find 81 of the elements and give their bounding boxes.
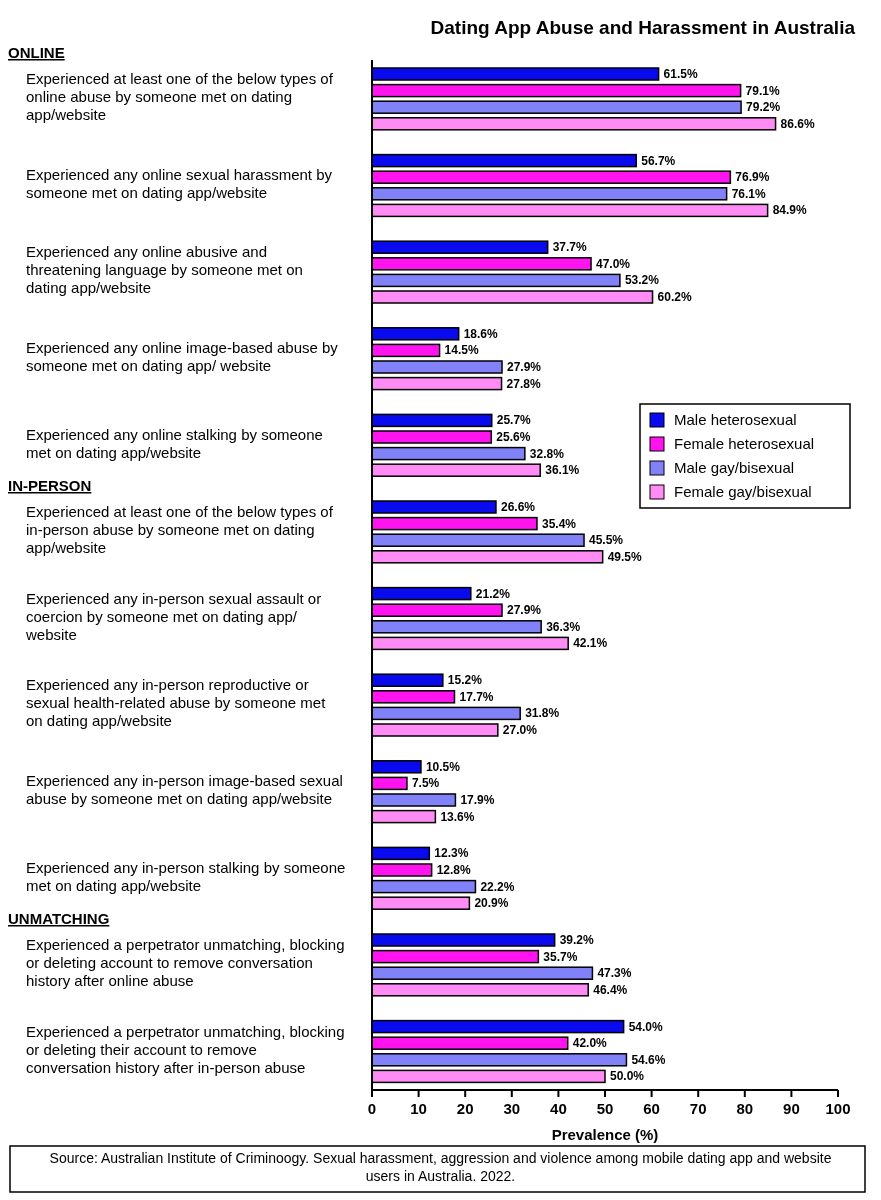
legend-label: Male heterosexual — [674, 411, 797, 428]
data-label: 35.4% — [541, 516, 577, 531]
data-label: 37.7% — [552, 240, 588, 255]
text: ONLINE — [8, 44, 65, 61]
legend-label: Male gay/bisexual — [674, 459, 795, 476]
data-label: 36.3% — [546, 619, 581, 634]
data-label: 22.2% — [480, 879, 515, 894]
data-label: 61.5% — [663, 67, 698, 81]
y-tick-label: Experienced any in-person stalking by someone met on dating app/website — [26, 858, 346, 894]
data-label: 31.8% — [525, 706, 560, 721]
data-label: 76.1% — [731, 186, 766, 201]
data-label: 47.3% — [597, 966, 632, 981]
x-axis-title: Prevalence (%) — [551, 1126, 659, 1143]
text: UNMATCHING — [8, 910, 110, 927]
x-tick-label: 0 — [367, 1100, 377, 1117]
data-label: 25.7% — [496, 413, 532, 428]
y-tick-label: Experienced at least one of the below types of in-person abuse by someone met on dating app/website — [26, 503, 334, 557]
data-label: 86.6% — [780, 116, 815, 131]
data-label: 27.8% — [506, 376, 541, 391]
data-label: 7.5% — [411, 776, 440, 791]
chart-title: Dating App Abuse and Harassment in Australia — [430, 17, 856, 38]
y-tick-label: Experienced any in-person reproductive or sexual health-related abuse by someone met on dating app/website — [26, 676, 327, 730]
data-label: 10.5% — [425, 759, 461, 774]
data-label: 14.5% — [444, 343, 479, 358]
data-label: 54.6% — [631, 1052, 666, 1067]
data-label: 17.7% — [459, 689, 494, 704]
data-label: 15.2% — [447, 673, 483, 688]
data-label: 76.9% — [735, 170, 770, 185]
y-tick-label: Experienced any in-person image-based sexual abuse by someone met on dating app/website — [26, 772, 343, 807]
data-label: 60.2% — [657, 290, 692, 304]
y-tick-label: Experienced any in-person sexual assault or coercion by someone met on dating app/ website — [25, 589, 322, 643]
data-label: 18.6% — [463, 326, 499, 341]
data-label: 50.0% — [610, 1069, 645, 1084]
data-label: 42.1% — [573, 636, 608, 651]
y-tick-label: Experienced any online abusive and threatening language by someone met on dating app/website — [26, 243, 303, 297]
data-label: 17.9% — [460, 793, 495, 807]
x-tick-label: 40 — [550, 1100, 567, 1117]
x-tick-label: 20 — [456, 1100, 474, 1117]
data-label: 32.8% — [529, 446, 565, 461]
y-tick-label: Experienced a perpetrator unmatching, blocking or deleting their account to remove conversation history after in-person abuse — [26, 1022, 345, 1076]
source-note: Source: Australian Institute of Criminoogy. Sexual harassment, aggression and violence among mobile dating app and website users in Australia. 2022. — [49, 1150, 832, 1184]
data-label: 39.2% — [559, 933, 595, 947]
x-tick-label: 80 — [736, 1100, 754, 1117]
x-tick-label: 50 — [596, 1100, 614, 1117]
data-label: 25.6% — [496, 430, 531, 444]
data-label: 79.2% — [746, 100, 781, 115]
data-label: 20.9% — [474, 896, 509, 911]
x-tick-label: 10 — [410, 1100, 427, 1117]
data-label: 35.7% — [543, 949, 578, 964]
data-label: 12.3% — [434, 846, 469, 861]
x-tick-label: 60 — [643, 1100, 660, 1117]
data-label: 27.9% — [507, 360, 542, 374]
data-label: 27.0% — [502, 723, 538, 737]
data-label: 46.4% — [593, 982, 628, 997]
data-label: 36.1% — [545, 463, 580, 478]
data-label: 45.5% — [589, 533, 624, 548]
data-label: 26.6% — [500, 500, 536, 514]
y-tick-label: Experienced any online image-based abuse by someone met on dating app/ website — [26, 339, 339, 374]
data-label: 84.9% — [772, 203, 807, 218]
data-label: 53.2% — [624, 273, 660, 288]
y-tick-label: Experienced a perpetrator unmatching, blocking or deleting account to remove conversation history after online abuse — [26, 936, 345, 990]
data-label: 21.2% — [475, 586, 511, 601]
data-label: 12.8% — [436, 863, 471, 877]
data-label: 79.1% — [745, 83, 780, 98]
data-label: 47.0% — [596, 256, 631, 271]
y-tick-label: Experienced at least one of the below types of online abuse by someone met on dating app/website — [26, 70, 334, 124]
data-label: 54.0% — [628, 1019, 663, 1034]
text: IN-PERSON — [8, 477, 92, 494]
y-tick-label: Experienced any online sexual harassment by someone met on dating app/website — [26, 165, 333, 201]
y-tick-label: Experienced any online stalking by someone met on dating app/website — [26, 425, 323, 461]
legend-label: Female heterosexual — [674, 435, 815, 452]
x-tick-label: 90 — [783, 1100, 800, 1117]
x-tick-label: 70 — [689, 1100, 707, 1117]
data-label: 56.7% — [641, 153, 676, 168]
data-label: 49.5% — [607, 549, 643, 564]
x-tick-label: 100 — [825, 1100, 851, 1117]
data-label: 27.9% — [507, 603, 542, 618]
data-label: 13.6% — [440, 809, 475, 824]
x-tick-label: 30 — [503, 1100, 521, 1117]
data-label: 42.0% — [572, 1036, 608, 1051]
legend-label: Female gay/bisexual — [674, 483, 812, 500]
